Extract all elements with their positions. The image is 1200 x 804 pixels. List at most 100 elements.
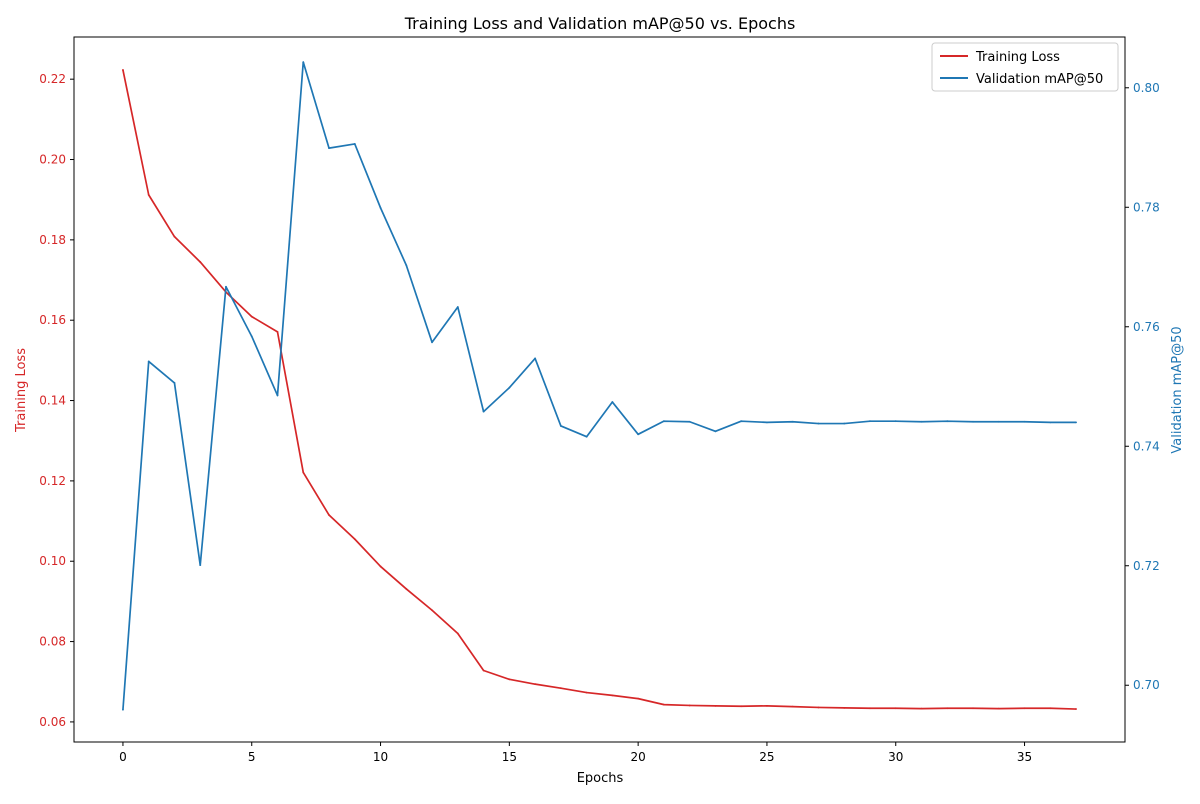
- data-point-training-loss: [688, 704, 691, 707]
- data-point-validation-map-50: [379, 206, 382, 209]
- data-point-validation-map-50: [869, 420, 871, 423]
- data-point-training-loss: [869, 707, 871, 710]
- series-line-training-loss: [122, 69, 1077, 710]
- data-point-training-loss: [714, 704, 717, 707]
- data-point-validation-map-50: [405, 264, 408, 267]
- data-point-training-loss: [663, 703, 665, 706]
- x-tick-label: 35: [1017, 750, 1032, 764]
- data-point-validation-map-50: [199, 564, 202, 567]
- data-point-training-loss: [585, 691, 588, 694]
- left-y-tick-label: 0.10: [39, 554, 66, 568]
- data-point-training-loss: [611, 694, 614, 697]
- data-point-training-loss: [740, 705, 743, 708]
- data-point-validation-map-50: [147, 360, 150, 363]
- data-point-validation-map-50: [1049, 421, 1052, 424]
- data-point-training-loss: [997, 707, 1000, 710]
- data-point-training-loss: [817, 706, 820, 709]
- data-point-validation-map-50: [920, 420, 923, 423]
- data-point-training-loss: [637, 697, 640, 700]
- data-point-training-loss: [791, 705, 794, 708]
- data-point-validation-map-50: [843, 422, 846, 425]
- data-point-validation-map-50: [1023, 420, 1026, 423]
- legend: Training Loss Validation mAP@50: [931, 42, 1119, 92]
- data-point-validation-map-50: [817, 422, 820, 425]
- data-point-training-loss: [1075, 708, 1077, 710]
- data-point-validation-map-50: [250, 335, 253, 338]
- series-line-validation-map-50: [122, 61, 1077, 710]
- left-y-tick-label: 0.16: [39, 313, 66, 327]
- left-y-tick-label: 0.06: [39, 715, 66, 729]
- data-point-validation-map-50: [302, 61, 305, 63]
- data-point-training-loss: [405, 588, 408, 590]
- x-tick-label: 20: [630, 750, 645, 764]
- data-point-validation-map-50: [791, 420, 794, 423]
- data-point-validation-map-50: [611, 401, 614, 403]
- data-point-validation-map-50: [997, 420, 1000, 423]
- data-point-training-loss: [122, 69, 124, 71]
- data-point-training-loss: [894, 707, 897, 710]
- data-point-validation-map-50: [1075, 421, 1077, 424]
- legend-label-training-loss: Training Loss: [975, 50, 1060, 65]
- data-point-training-loss: [508, 678, 511, 681]
- left-y-tick-label: 0.20: [39, 153, 66, 167]
- left-y-tick-label: 0.22: [39, 72, 66, 86]
- legend-box: [931, 42, 1119, 92]
- data-point-training-loss: [302, 471, 305, 474]
- data-point-training-loss: [766, 704, 768, 707]
- data-point-validation-map-50: [559, 425, 562, 427]
- data-point-training-loss: [482, 669, 485, 672]
- left-y-tick-label: 0.14: [39, 394, 66, 408]
- right-y-tick-label: 0.78: [1133, 200, 1160, 214]
- left-y-axis-label: Training Loss: [14, 348, 29, 433]
- x-axis-label: Epochs: [577, 771, 624, 786]
- data-point-validation-map-50: [482, 410, 485, 413]
- data-point-training-loss: [147, 193, 150, 196]
- data-point-validation-map-50: [766, 421, 768, 424]
- right-y-tick-label: 0.70: [1133, 678, 1160, 692]
- data-point-validation-map-50: [946, 420, 949, 423]
- data-point-training-loss: [199, 261, 202, 263]
- data-point-validation-map-50: [508, 386, 511, 389]
- plot-lines: [122, 61, 1077, 711]
- data-point-validation-map-50: [431, 341, 433, 344]
- x-tick-label: 0: [119, 750, 127, 764]
- data-point-training-loss: [946, 707, 949, 710]
- x-tick-label: 15: [502, 750, 517, 764]
- right-y-tick-label: 0.80: [1133, 81, 1160, 95]
- right-y-tick-label: 0.72: [1133, 559, 1160, 573]
- data-point-validation-map-50: [894, 420, 897, 423]
- data-point-validation-map-50: [122, 708, 124, 711]
- data-point-training-loss: [431, 609, 433, 612]
- data-point-validation-map-50: [688, 420, 691, 423]
- data-point-training-loss: [534, 683, 536, 686]
- data-point-validation-map-50: [328, 147, 330, 150]
- legend-label-validation-map50: Validation mAP@50: [976, 72, 1103, 87]
- data-point-training-loss: [353, 538, 356, 541]
- data-point-training-loss: [250, 315, 253, 318]
- data-point-validation-map-50: [740, 420, 743, 423]
- data-point-training-loss: [379, 565, 382, 568]
- data-point-validation-map-50: [456, 306, 459, 308]
- x-tick-label: 25: [759, 750, 774, 764]
- data-point-validation-map-50: [972, 420, 974, 423]
- data-point-training-loss: [920, 707, 923, 710]
- left-y-tick-label: 0.18: [39, 233, 66, 247]
- x-tick-label: 5: [248, 750, 256, 764]
- data-point-validation-map-50: [225, 285, 227, 288]
- data-point-validation-map-50: [714, 430, 717, 433]
- data-point-training-loss: [1049, 707, 1052, 710]
- data-point-training-loss: [456, 632, 459, 635]
- x-tick-label: 30: [888, 750, 903, 764]
- data-point-training-loss: [1023, 707, 1026, 710]
- data-point-training-loss: [328, 514, 330, 516]
- right-y-tick-label: 0.76: [1133, 320, 1160, 334]
- data-point-training-loss: [843, 706, 846, 709]
- right-y-axis-label: Validation mAP@50: [1170, 326, 1185, 453]
- x-axis: 0 5 10 15 20 25 30 35: [119, 742, 1032, 764]
- data-point-training-loss: [173, 235, 176, 238]
- right-y-axis: 0.70 0.72 0.74 0.76 0.78 0.80: [1125, 81, 1160, 692]
- data-point-validation-map-50: [534, 357, 536, 360]
- x-tick-label: 10: [373, 750, 388, 764]
